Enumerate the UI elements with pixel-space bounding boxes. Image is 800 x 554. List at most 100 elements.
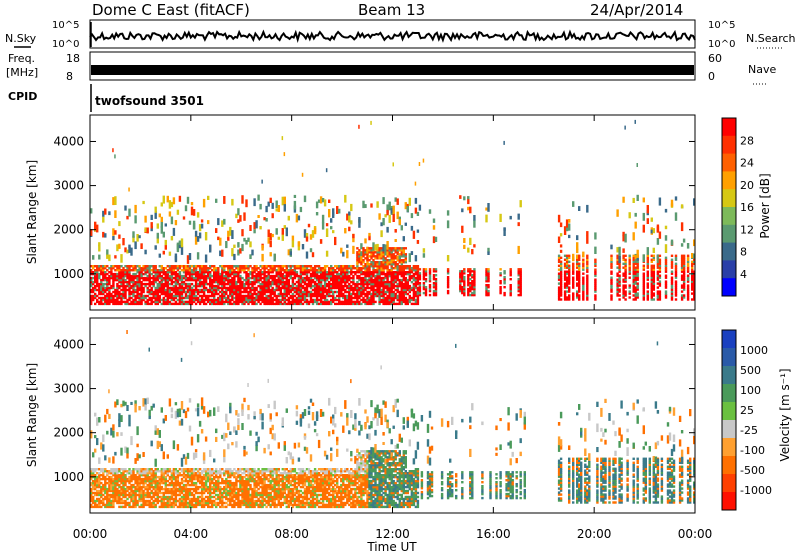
echo-cell bbox=[386, 251, 389, 254]
echo-cell bbox=[231, 269, 234, 272]
echo-cell bbox=[255, 276, 258, 280]
echo-cell bbox=[680, 254, 684, 257]
echo-cell bbox=[628, 212, 631, 219]
echo-cell bbox=[576, 292, 579, 295]
echo-cell bbox=[144, 276, 147, 280]
echo-cell bbox=[182, 265, 186, 268]
echo-cell bbox=[219, 302, 222, 306]
echo-cell bbox=[309, 269, 313, 272]
echo-cell bbox=[164, 272, 167, 276]
echo-cell bbox=[180, 274, 184, 278]
echo-cell bbox=[503, 293, 506, 297]
echo-cell bbox=[152, 290, 155, 294]
echo-cell bbox=[140, 286, 143, 290]
echo-cell bbox=[616, 254, 619, 257]
echo-cell bbox=[568, 274, 571, 277]
echo-cell bbox=[459, 278, 462, 281]
echo-cell bbox=[362, 265, 365, 268]
echo-cell bbox=[104, 294, 107, 298]
echo-cell bbox=[277, 302, 280, 306]
echo-cell bbox=[253, 282, 256, 286]
echo-cell bbox=[223, 278, 226, 282]
echo-cell bbox=[166, 269, 169, 272]
echo-cell bbox=[378, 284, 381, 288]
echo-cell bbox=[658, 284, 662, 287]
echo-cell bbox=[388, 280, 391, 284]
echo-cell bbox=[162, 505, 165, 509]
echo-cell bbox=[192, 209, 196, 216]
echo-cell bbox=[384, 298, 387, 302]
echo-cell bbox=[328, 300, 331, 304]
echo-cell bbox=[136, 499, 139, 503]
echo-cell bbox=[317, 267, 321, 270]
echo-cell bbox=[636, 268, 639, 271]
echo-cell bbox=[124, 288, 127, 292]
echo-cell bbox=[138, 302, 141, 306]
echo-cell bbox=[297, 284, 301, 288]
echo-cell bbox=[418, 289, 422, 293]
echo-cell bbox=[140, 276, 143, 280]
echo-cell bbox=[374, 244, 377, 251]
echo-cell bbox=[519, 278, 522, 281]
echo-cell bbox=[325, 250, 329, 257]
echo-cell bbox=[396, 296, 399, 300]
echo-cell bbox=[582, 264, 585, 267]
echo-cell bbox=[136, 286, 139, 290]
echo-cell bbox=[223, 267, 226, 270]
echo-cell bbox=[380, 294, 383, 298]
echo-cell bbox=[434, 289, 438, 293]
echo-cell bbox=[364, 278, 367, 282]
echo-cell bbox=[370, 294, 373, 298]
echo-cell bbox=[346, 302, 349, 306]
echo-cell bbox=[168, 265, 172, 268]
echo-cell bbox=[432, 289, 436, 293]
echo-cell bbox=[313, 290, 317, 294]
y-tick-label: 3000 bbox=[53, 179, 84, 193]
echo-cell bbox=[140, 499, 143, 503]
echo-cell bbox=[90, 481, 93, 485]
echo-cell bbox=[432, 293, 436, 297]
echo-cell bbox=[118, 477, 121, 481]
echo-cell bbox=[487, 251, 490, 255]
echo-cell bbox=[267, 276, 270, 280]
echo-cell bbox=[374, 271, 377, 274]
echo-cell bbox=[211, 265, 214, 268]
echo-cell bbox=[315, 288, 319, 292]
echo-cell bbox=[344, 296, 347, 300]
echo-cell bbox=[291, 235, 295, 241]
echo-cell bbox=[424, 270, 428, 273]
echo-cell bbox=[112, 485, 115, 489]
echo-cell bbox=[388, 298, 391, 302]
echo-cell bbox=[398, 249, 401, 252]
echo-cell bbox=[503, 270, 506, 273]
echo-cell bbox=[408, 267, 411, 270]
echo-cell bbox=[287, 278, 290, 282]
echo-cell bbox=[188, 265, 192, 268]
echo-cell bbox=[356, 269, 359, 272]
echo-cell bbox=[670, 292, 674, 295]
echo-cell bbox=[646, 247, 649, 255]
echo-cell bbox=[356, 261, 359, 264]
echo-cell bbox=[146, 495, 149, 499]
echo-cell bbox=[94, 505, 97, 509]
echo-cell bbox=[636, 272, 639, 275]
echo-cell bbox=[674, 274, 678, 277]
echo-cell bbox=[94, 468, 97, 471]
echo-cell bbox=[124, 503, 127, 507]
echo-cell bbox=[325, 282, 329, 286]
echo-cell bbox=[92, 479, 95, 483]
echo-cell bbox=[487, 203, 490, 212]
echo-cell bbox=[136, 300, 139, 304]
echo-cell bbox=[360, 251, 363, 256]
echo-cell bbox=[90, 269, 93, 272]
echo-cell bbox=[122, 290, 125, 294]
echo-cell bbox=[152, 475, 155, 479]
echo-cell bbox=[202, 294, 206, 298]
echo-cell bbox=[104, 208, 107, 215]
echo-cell bbox=[263, 280, 266, 284]
echo-cell bbox=[164, 491, 167, 495]
echo-cell bbox=[586, 284, 589, 287]
echo-cell bbox=[334, 276, 337, 280]
echo-cell bbox=[227, 278, 230, 282]
